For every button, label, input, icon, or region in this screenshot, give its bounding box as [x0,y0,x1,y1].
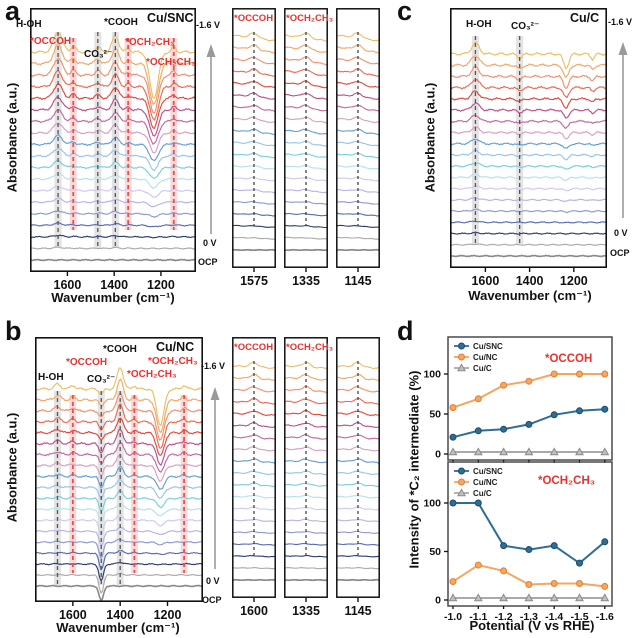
panel-b-letter: b [5,316,22,346]
svg-text:100: 100 [423,369,441,381]
svg-text:1335: 1335 [292,604,320,618]
svg-text:-1.0: -1.0 [444,611,462,623]
svg-text:-1.3: -1.3 [520,611,538,623]
panel-b-inset-plot: 1600 1335 1145 *OCCOH *OCH₂CH₃ [232,337,380,618]
svg-text:1400: 1400 [106,608,134,622]
svg-text:1600: 1600 [240,604,268,618]
svg-text:0: 0 [435,595,441,607]
panel-b-sample-title: Cu/NC [156,340,195,354]
svg-text:1200: 1200 [147,278,175,292]
svg-text:1400: 1400 [516,274,544,288]
svg-text:*OCH₂CH₃: *OCH₂CH₃ [538,475,595,487]
panel-c-ocp-label: OCP [610,248,630,258]
panel-b-y-axis-label: Absorbance (a.u.) [4,412,20,523]
svg-text:-1.6: -1.6 [596,611,614,623]
svg-text:*OCH₂CH₃: *OCH₂CH₃ [286,13,333,24]
svg-text:1575: 1575 [240,274,268,288]
panel-a-x-axis-label: Wavenumber (cm⁻¹) [51,290,175,305]
panel-c-x-axis-label: Wavenumber (cm⁻¹) [468,288,592,303]
panel-c-spectra-plot: 1600 1400 1200 [450,8,607,288]
panel-a-sample-title: Cu/SNC [147,11,194,25]
panel-a-top-potential-label: -1.6 V [196,20,221,30]
svg-text:-1.1: -1.1 [469,611,487,623]
svg-text:100: 100 [423,498,441,510]
svg-text:*OCCOH: *OCCOH [545,353,592,365]
svg-text:-1.2: -1.2 [495,611,513,623]
potential-arrow-icon [206,44,216,234]
panel-c-zero-potential-label: 0 V [614,228,628,238]
potential-arrow-icon [618,42,628,218]
svg-text:50: 50 [429,409,441,421]
panel-b-spectra-plot: 1600 1400 1200 [35,337,203,622]
panel-d-x-axis-label: Potential (V vs RHE) [469,618,595,633]
svg-text:0: 0 [435,449,441,461]
svg-text:Cu/SNC: Cu/SNC [473,467,503,476]
svg-text:50: 50 [429,546,441,558]
panel-d-letter: d [397,316,414,346]
svg-text:1200: 1200 [560,274,588,288]
svg-text:1600: 1600 [54,278,82,292]
svg-text:1145: 1145 [344,274,371,288]
svg-text:*OCH₂CH₃: *OCH₂CH₃ [286,342,333,353]
svg-text:1200: 1200 [154,608,182,622]
svg-text:Cu/C: Cu/C [473,364,492,373]
svg-text:Cu/SNC: Cu/SNC [473,342,503,351]
panel-b-top-potential-label: -1.6 V [201,361,226,371]
svg-text:1600: 1600 [59,608,87,622]
svg-text:Cu/NC: Cu/NC [473,353,498,362]
svg-text:-1.5: -1.5 [570,611,588,623]
svg-text:-1.4: -1.4 [545,611,563,623]
svg-text:1335: 1335 [292,274,320,288]
svg-text:1600: 1600 [471,274,499,288]
panel-b-zero-potential-label: 0 V [206,576,220,586]
svg-text:1145: 1145 [344,604,371,618]
svg-text:*OCCOH: *OCCOH [234,13,273,24]
svg-text:Cu/NC: Cu/NC [473,478,498,487]
panel-a-zero-potential-label: 0 V [203,238,217,248]
panel-a-ocp-label: OCP [198,257,218,267]
panel-a-letter: a [5,0,21,26]
panel-b-x-axis-label: Wavenumber (cm⁻¹) [56,620,180,635]
svg-text:Cu/C: Cu/C [473,489,492,498]
svg-text:1400: 1400 [100,278,128,292]
panel-c-y-axis-label: Absorbance (a.u.) [422,82,438,193]
panel-d-line-charts: 0 50 100 Cu/SNC Cu/NC Cu/C *OCCOH 0 50 100 -1.0 -1.… [423,336,614,623]
panel-a-inset-plot: 1575 1335 1145 *OCCOH *OCH₂CH₃ [232,8,380,288]
svg-text:*OCCOH: *OCCOH [234,342,273,353]
panel-c-sample-title: Cu/C [570,11,600,25]
potential-arrow-icon [210,387,220,569]
panel-a-y-axis-label: Absorbance (a.u.) [4,82,20,193]
panel-a-spectra-plot: 1600 1400 1200 [30,8,196,292]
panel-c-letter: c [397,0,413,26]
panel-c-top-potential-label: -1.6 V [608,17,633,27]
panel-b-ocp-label: OCP [202,595,222,605]
